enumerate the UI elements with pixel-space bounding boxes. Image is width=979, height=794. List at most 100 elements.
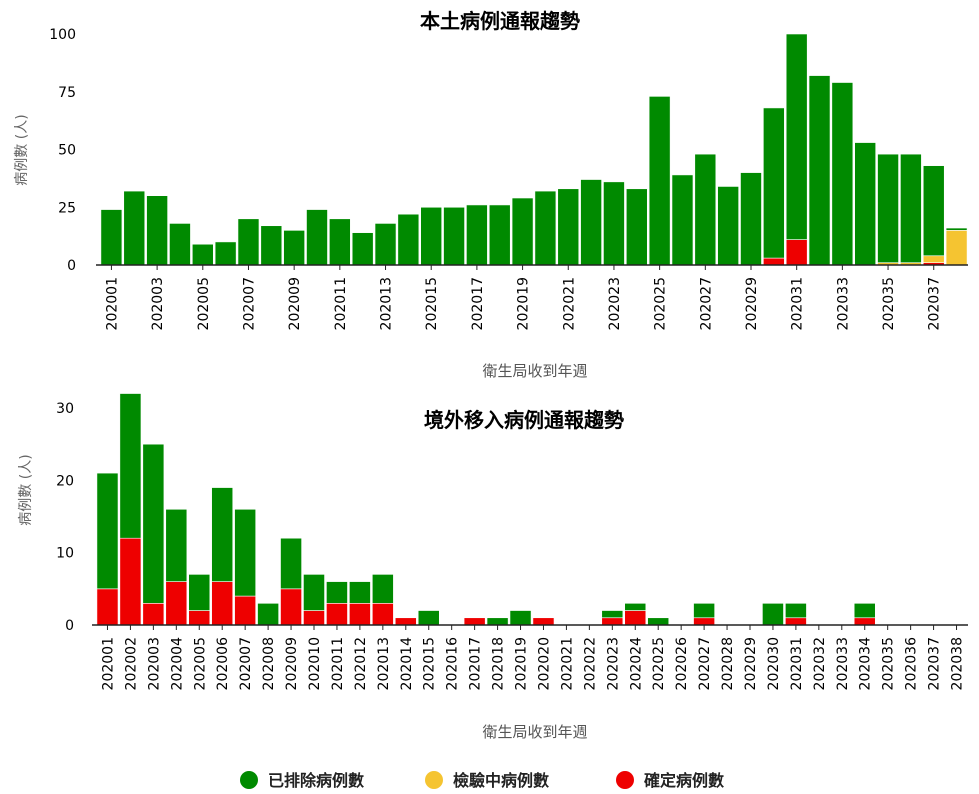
- domestic-axes: 0 25 50 75 100 202001 202003 202005 202007 202009…: [49, 27, 968, 330]
- domestic-x-axis-label: 衛生局收到年週: [482, 362, 587, 380]
- domestic-bar-excluded-202029: [740, 172, 762, 266]
- domestic-bar-confirmed-202030: [763, 257, 785, 266]
- imported-x-tick-label: 202026: [674, 637, 690, 691]
- imported-bar-excluded-202027: [693, 602, 715, 619]
- domestic-bar-testing-202038: [945, 230, 968, 266]
- domestic-bar-excluded-202019: [511, 197, 534, 266]
- imported-bar-confirmed-202013: [371, 602, 394, 626]
- domestic-bar-excluded-202038: [945, 227, 968, 231]
- legend-excluded-label: 已排除病例數: [268, 771, 364, 790]
- imported-chart-title: 境外移入病例通報趨勢: [424, 408, 624, 432]
- imported-bar-excluded-202003: [142, 443, 165, 604]
- domestic-bar-excluded-202017: [466, 204, 488, 266]
- domestic-bar-excluded-202023: [603, 181, 625, 266]
- imported-bar-excluded-202010: [303, 574, 325, 611]
- domestic-bars: [100, 33, 968, 266]
- imported-x-tick-label: 202007: [238, 637, 254, 690]
- imported-x-tick-label: 202019: [514, 637, 530, 690]
- imported-x-tick-label: 202034: [858, 637, 874, 691]
- domestic-x-tick-label: 202023: [607, 277, 623, 330]
- domestic-x-tick-label: 202031: [790, 277, 806, 330]
- domestic-bar-excluded-202010: [306, 209, 328, 266]
- domestic-y-tick-label: 25: [58, 200, 76, 216]
- imported-bar-confirmed-202006: [211, 581, 234, 626]
- imported-bar-excluded-202024: [624, 602, 647, 611]
- imported-bar-excluded-202011: [326, 581, 348, 604]
- imported-bar-excluded-202034: [853, 602, 876, 619]
- legend-confirmed-marker: [616, 771, 634, 789]
- domestic-x-tick-label: 202005: [196, 277, 212, 330]
- imported-x-tick-label: 202006: [215, 637, 231, 691]
- domestic-bar-excluded-202035: [877, 153, 899, 263]
- domestic-bar-excluded-202006: [214, 241, 237, 266]
- imported-x-tick-label: 202009: [284, 637, 300, 690]
- domestic-bar-excluded-202021: [557, 188, 580, 266]
- imported-bar-confirmed-202034: [853, 617, 876, 626]
- imported-x-tick-label: 202022: [582, 637, 598, 690]
- imported-bar-excluded-202019: [509, 610, 532, 626]
- domestic-x-tick-label: 202009: [287, 277, 303, 330]
- domestic-bar-excluded-202024: [625, 188, 648, 266]
- imported-bar-excluded-202008: [257, 602, 279, 626]
- legend-excluded-marker: [240, 771, 258, 789]
- imported-chart: 境外移入病例通報趨勢 病例數 (人) 衛生局收到年週 0 10 20 30 202001…: [18, 393, 968, 741]
- domestic-bar-excluded-202013: [374, 223, 397, 266]
- imported-x-tick-label: 202025: [651, 637, 667, 690]
- imported-bar-excluded-202002: [119, 393, 142, 539]
- imported-axes: 0 10 20 30 202001 202002 202003 202004 202005 202…: [56, 401, 968, 690]
- domestic-y-tick-label: 100: [49, 27, 76, 43]
- legend-confirmed-label: 確定病例數: [644, 771, 724, 790]
- domestic-x-tick-label: 202019: [516, 277, 532, 330]
- domestic-x-tick-label: 202011: [333, 277, 349, 330]
- domestic-x-tick-label: 202017: [470, 277, 486, 330]
- imported-bar-excluded-202007: [234, 508, 257, 597]
- imported-bar-confirmed-202002: [119, 537, 142, 626]
- imported-y-tick-label: 10: [56, 546, 74, 562]
- imported-x-tick-label: 202014: [399, 637, 415, 691]
- imported-x-tick-label: 202002: [123, 637, 139, 690]
- domestic-bar-excluded-202012: [351, 232, 374, 266]
- domestic-x-tick-label: 202033: [835, 277, 851, 330]
- imported-x-tick-label: 202001: [100, 637, 116, 690]
- imported-x-tick-label: 202011: [330, 637, 346, 690]
- imported-x-tick-label: 202020: [536, 637, 552, 690]
- domestic-x-tick-label: 202021: [561, 277, 577, 330]
- domestic-x-tick-label: 202037: [927, 277, 943, 330]
- legend-testing-label: 檢驗中病例數: [453, 771, 549, 790]
- legend: 已排除病例數 檢驗中病例數 確定病例數: [240, 771, 724, 790]
- imported-bar-excluded-202025: [647, 617, 670, 626]
- imported-x-tick-label: 202017: [468, 637, 484, 690]
- domestic-bar-excluded-202031: [785, 33, 808, 240]
- domestic-bar-excluded-202027: [694, 153, 717, 266]
- imported-bar-excluded-202013: [371, 574, 394, 604]
- imported-y-axis-label: 病例數 (人): [18, 454, 34, 525]
- imported-y-tick-label: 30: [56, 401, 74, 417]
- imported-bar-excluded-202005: [188, 574, 211, 611]
- imported-bar-confirmed-202001: [96, 588, 119, 626]
- imported-bar-confirmed-202027: [693, 617, 715, 626]
- imported-x-tick-label: 202024: [628, 637, 644, 691]
- imported-x-tick-label: 202031: [789, 637, 805, 690]
- imported-bar-excluded-202012: [349, 581, 371, 604]
- domestic-bar-excluded-202034: [854, 142, 877, 266]
- imported-x-tick-label: 202038: [950, 637, 966, 690]
- imported-bar-confirmed-202020: [532, 617, 555, 626]
- domestic-bar-excluded-202003: [146, 195, 168, 266]
- domestic-bar-excluded-202032: [808, 75, 831, 266]
- imported-x-tick-label: 202005: [192, 637, 208, 690]
- imported-bar-confirmed-202023: [601, 617, 624, 626]
- domestic-bar-excluded-202037: [922, 165, 945, 257]
- imported-x-tick-label: 202027: [697, 637, 713, 690]
- imported-x-tick-label: 202012: [353, 637, 369, 690]
- imported-x-tick-label: 202033: [835, 637, 851, 690]
- imported-x-tick-label: 202036: [904, 637, 920, 691]
- legend-testing-marker: [425, 771, 443, 789]
- imported-bar-confirmed-202004: [165, 581, 188, 626]
- imported-x-tick-label: 202004: [169, 637, 185, 691]
- domestic-chart-title: 本土病例通報趨勢: [420, 9, 580, 33]
- imported-bars: [96, 393, 876, 626]
- domestic-bar-confirmed-202031: [785, 239, 808, 266]
- domestic-bar-excluded-202025: [648, 96, 671, 266]
- domestic-bar-testing-202037: [922, 255, 945, 263]
